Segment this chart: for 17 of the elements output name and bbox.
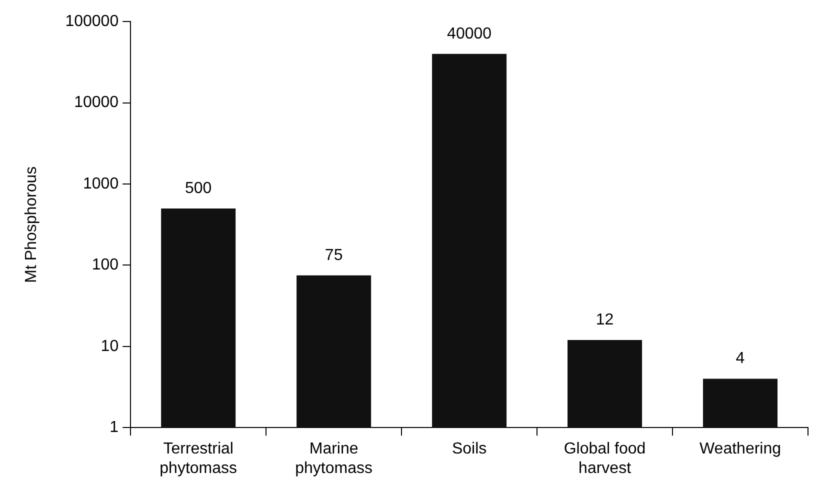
x-tick-label: Soils bbox=[452, 440, 487, 458]
y-tick-label: 1000 bbox=[82, 175, 119, 192]
y-tick-label: 100000 bbox=[65, 13, 119, 30]
y-tick-label: 1 bbox=[110, 419, 119, 436]
x-tick-label: Marine phytomass bbox=[295, 440, 372, 477]
data-label: 40000 bbox=[447, 25, 492, 42]
data-label: 500 bbox=[184, 180, 212, 197]
y-tick-label: 100 bbox=[92, 256, 119, 274]
x-tick-label: Global food harvest bbox=[564, 440, 646, 477]
x-tick-label: Terrestrial phytomass bbox=[160, 440, 238, 477]
data-label: 4 bbox=[736, 350, 745, 368]
y-tick-label: 10 bbox=[100, 338, 119, 355]
y-tick-label: 10000 bbox=[74, 94, 119, 112]
data-label: 12 bbox=[596, 311, 614, 328]
y-axis-title: Mt Phosphorous bbox=[23, 166, 40, 283]
data-label: 75 bbox=[324, 246, 343, 264]
x-tick-label: Weathering bbox=[699, 440, 782, 458]
